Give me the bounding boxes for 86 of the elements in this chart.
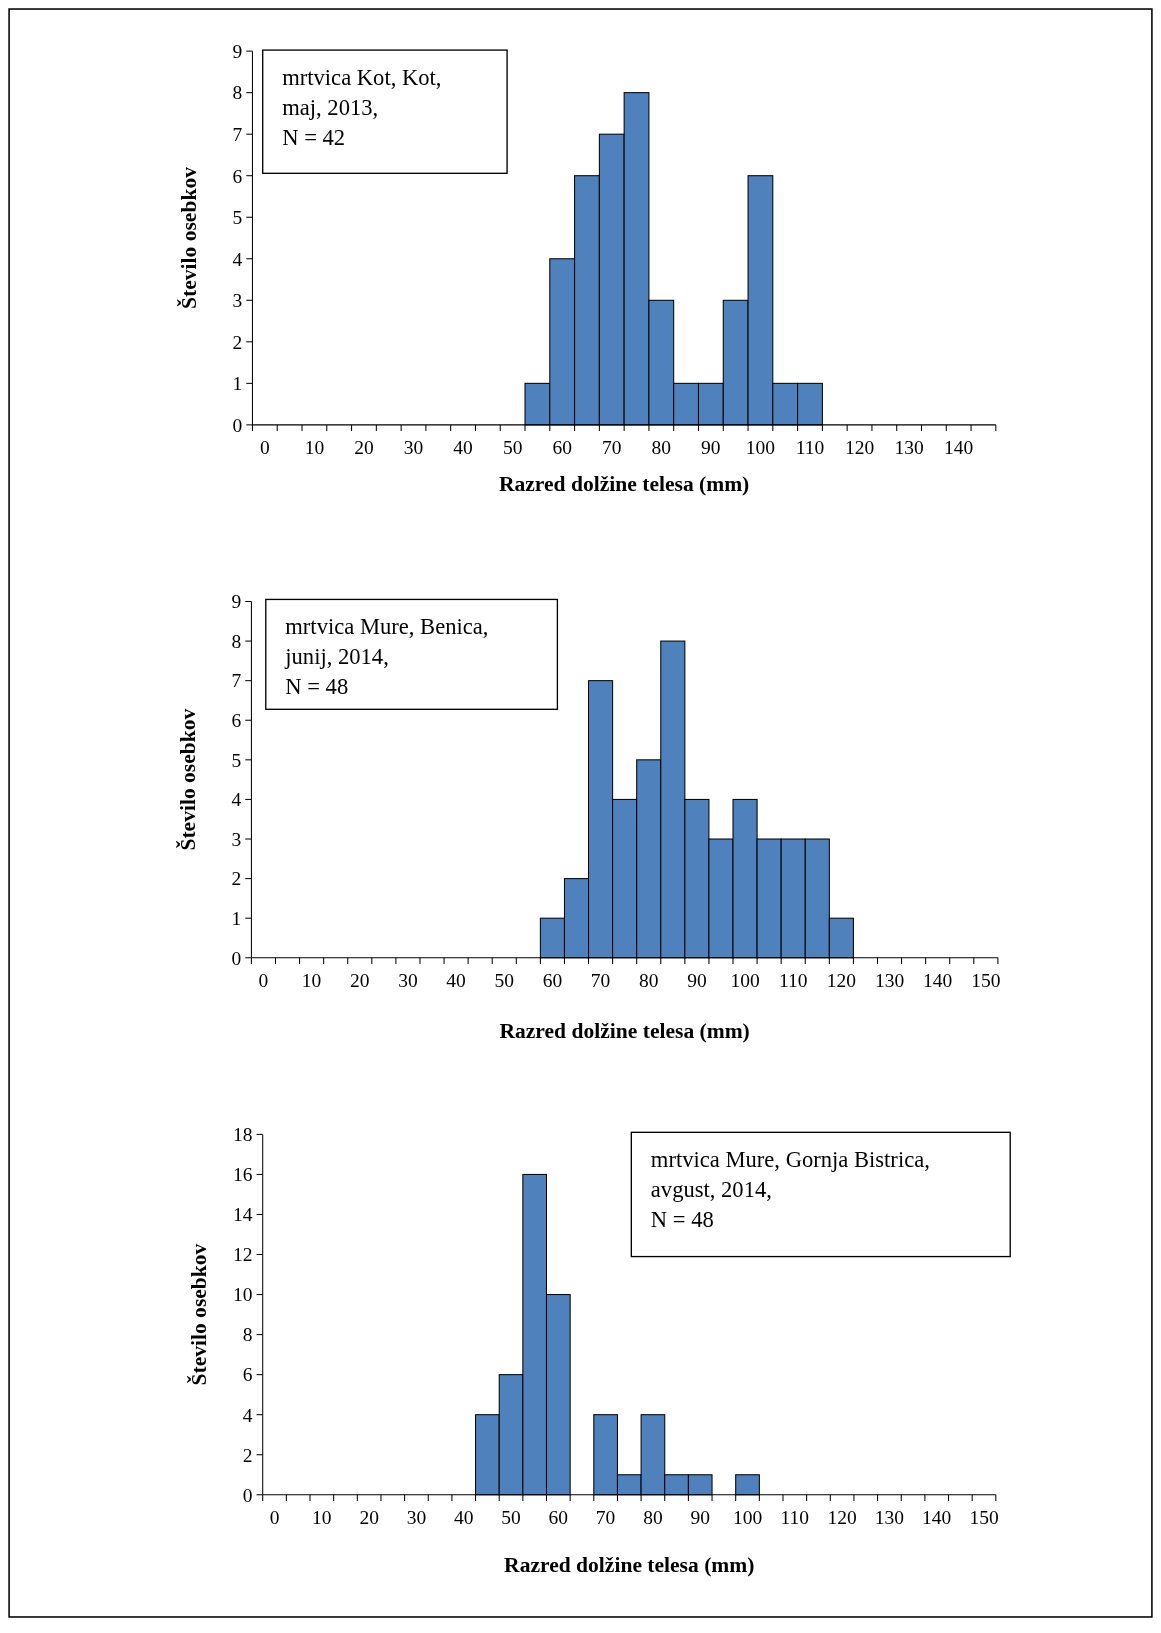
x-tick-label: 140 xyxy=(944,436,974,458)
y-axis-title: Število osebkov xyxy=(175,708,200,851)
y-tick-label: 12 xyxy=(232,1244,253,1266)
y-tick-label: 4 xyxy=(232,248,243,270)
x-tick-label: 100 xyxy=(730,969,760,991)
x-tick-label: 60 xyxy=(552,436,572,458)
y-tick-label: 8 xyxy=(232,82,243,104)
x-tick-label: 50 xyxy=(494,969,514,991)
x-axis-title: Razred dolžine telesa (mm) xyxy=(499,1018,750,1043)
x-tick-label: 10 xyxy=(312,1506,332,1528)
y-tick-label: 0 xyxy=(242,1484,253,1506)
x-tick-label: 20 xyxy=(354,436,374,458)
x-tick-label: 70 xyxy=(595,1506,616,1528)
y-tick-label: 1 xyxy=(231,908,242,930)
y-tick-label: 9 xyxy=(231,591,242,613)
x-tick-label: 80 xyxy=(651,436,672,458)
y-tick-label: 8 xyxy=(242,1324,253,1346)
x-axis-title: Razred dolžine telesa (mm) xyxy=(498,471,750,496)
y-tick-label: 0 xyxy=(232,414,243,436)
y-tick-label: 2 xyxy=(242,1444,253,1466)
y-tick-label: 5 xyxy=(232,207,243,229)
x-tick-label: 90 xyxy=(687,969,707,991)
x-tick-label: 140 xyxy=(922,1506,952,1528)
x-tick-label: 120 xyxy=(844,436,875,458)
y-tick-label: 4 xyxy=(242,1404,253,1426)
x-tick-label: 10 xyxy=(301,969,322,991)
y-tick-label: 1 xyxy=(232,373,243,395)
x-tick-label: 0 xyxy=(269,1506,280,1528)
y-tick-label: 16 xyxy=(232,1164,253,1186)
x-tick-label: 120 xyxy=(827,1506,857,1528)
x-tick-label: 130 xyxy=(894,436,924,458)
y-tick-label: 6 xyxy=(231,710,242,732)
x-tick-label: 120 xyxy=(826,969,856,991)
annotation: mrtvica Mure, Benica, junij, 2014, N = 48 xyxy=(284,614,489,699)
y-tick-label: 6 xyxy=(232,165,243,187)
x-tick-label: 70 xyxy=(590,969,611,991)
x-tick-label: 110 xyxy=(780,1506,810,1528)
x-axis-title: Razred dolžine telesa (mm) xyxy=(504,1552,755,1577)
x-tick-label: 150 xyxy=(969,1506,999,1528)
x-tick-label: 100 xyxy=(732,1506,763,1528)
x-tick-label: 0 xyxy=(259,436,270,458)
x-tick-label: 30 xyxy=(398,969,418,991)
x-tick-label: 80 xyxy=(638,969,659,991)
x-tick-label: 60 xyxy=(542,969,563,991)
x-tick-label: 40 xyxy=(446,969,466,991)
x-tick-label: 20 xyxy=(359,1506,379,1528)
x-tick-label: 50 xyxy=(502,436,523,458)
x-tick-label: 90 xyxy=(690,1506,710,1528)
x-tick-label: 130 xyxy=(874,969,905,991)
x-tick-label: 130 xyxy=(874,1506,905,1528)
y-tick-label: 3 xyxy=(231,828,242,850)
y-tick-label: 8 xyxy=(231,630,242,652)
x-tick-label: 110 xyxy=(795,436,825,458)
y-tick-label: 14 xyxy=(232,1204,253,1226)
y-tick-label: 9 xyxy=(232,40,243,62)
x-tick-label: 90 xyxy=(701,436,721,458)
x-tick-label: 40 xyxy=(453,436,473,458)
y-tick-label: 2 xyxy=(231,868,242,890)
x-tick-label: 80 xyxy=(643,1506,663,1528)
x-tick-label: 10 xyxy=(304,436,325,458)
y-tick-label: 3 xyxy=(232,290,243,312)
x-tick-label: 0 xyxy=(258,969,269,991)
x-tick-label: 50 xyxy=(501,1506,521,1528)
y-tick-label: 7 xyxy=(232,124,243,146)
x-tick-label: 110 xyxy=(778,969,808,991)
y-tick-label: 2 xyxy=(232,331,243,353)
x-tick-label: 60 xyxy=(548,1506,569,1528)
y-tick-label: 7 xyxy=(231,670,242,692)
y-tick-label: 6 xyxy=(242,1364,253,1386)
x-tick-label: 30 xyxy=(406,1506,427,1528)
x-tick-label: 150 xyxy=(971,969,1001,991)
y-tick-label: 5 xyxy=(231,749,242,771)
x-tick-label: 70 xyxy=(602,436,622,458)
y-tick-label: 10 xyxy=(232,1284,253,1306)
x-tick-label: 140 xyxy=(923,969,953,991)
annotation: mrtvica Kot, Kot, maj, 2013, N = 42 xyxy=(282,65,442,150)
x-tick-label: 30 xyxy=(403,436,424,458)
y-tick-label: 0 xyxy=(231,947,242,969)
y-axis-title: Število osebkov xyxy=(187,1243,212,1386)
y-tick-label: 18 xyxy=(232,1124,253,1146)
x-tick-label: 20 xyxy=(350,969,370,991)
y-axis-title: Število osebkov xyxy=(176,166,201,309)
y-tick-label: 4 xyxy=(231,789,242,811)
x-tick-label: 100 xyxy=(745,436,776,458)
annotation: mrtvica Mure, Gornja Bistrica, avgust, 2014, N = 48 xyxy=(650,1147,930,1232)
x-tick-label: 40 xyxy=(453,1506,474,1528)
